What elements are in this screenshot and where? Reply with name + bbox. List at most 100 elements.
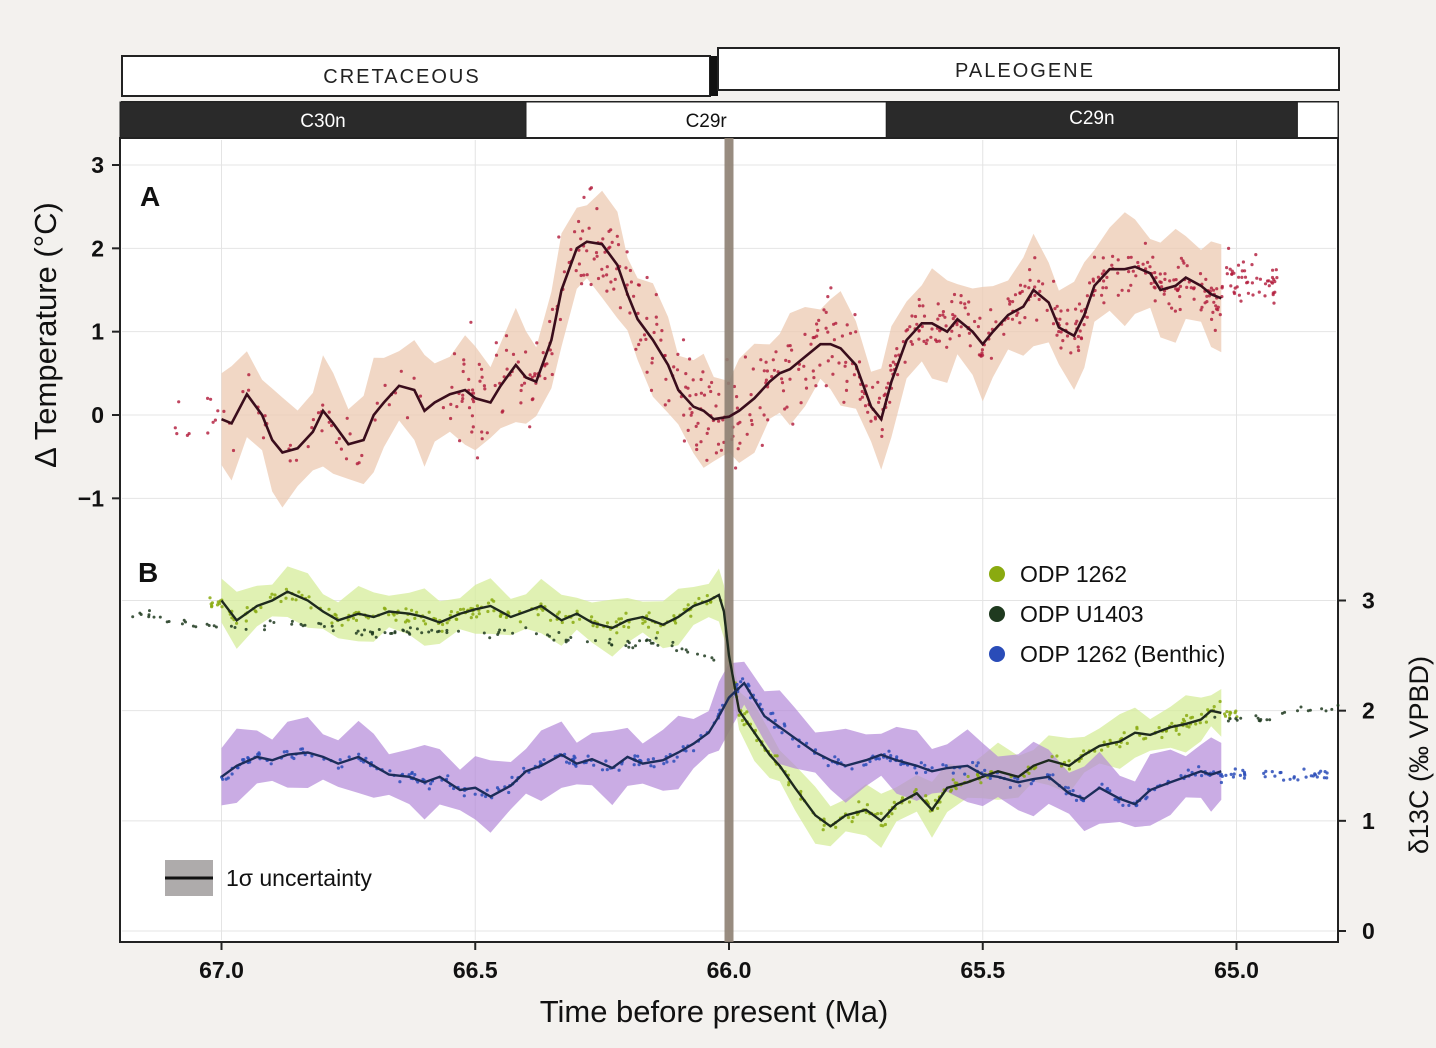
temperature-point [311,418,315,422]
benthic-point [1219,773,1223,778]
temperature-point [1134,274,1138,278]
legend-odp1262-label: ODP 1262 [1020,561,1127,587]
odp1262-point [834,825,838,830]
x-tick-label-1: 66.5 [453,957,498,983]
temperature-point [696,421,700,425]
temperature-point [1010,317,1015,321]
temperature-point [1008,302,1012,306]
temperature-point [688,357,692,361]
temperature-point [1215,287,1219,291]
temperature-point [717,392,721,396]
u1403-point [557,631,561,634]
temperature-point [910,342,915,346]
temperature-point [909,340,913,344]
temperature-point [1220,286,1224,290]
odp1262-point [924,794,928,798]
benthic-point [410,770,414,775]
temperature-point [811,369,815,373]
u1403-point [331,629,335,633]
u1403-point [389,632,393,635]
temperature-point [524,350,528,354]
temperature-point [682,413,686,417]
u1403-point [322,625,326,628]
benthic-point [340,765,344,769]
benthic-point [510,775,514,780]
temperature-point [1101,286,1105,290]
benthic-point [1317,771,1321,775]
odp1262-point [413,616,417,621]
temperature-point [1075,319,1079,323]
temperature-point [543,364,547,368]
u1403-point [1336,703,1340,707]
odp1262-point [244,619,248,623]
temperature-point [1146,260,1150,264]
odp1262-point [245,606,249,610]
temperature-point [1041,282,1045,286]
temperature-point [582,273,586,277]
u1403-point [552,638,556,642]
temperature-point [858,397,862,401]
temperature-point [837,361,841,365]
benthic-point [1264,769,1268,774]
temperature-point [815,322,819,326]
odp1262-point [220,605,224,609]
temperature-point [587,226,591,230]
temperature-point [929,335,933,339]
temperature-point [860,389,864,394]
temperature-point [261,436,266,440]
temperature-point [1008,299,1012,303]
odp1262-point [475,604,479,608]
odp1262-point [448,613,452,617]
temperature-point [1209,286,1213,290]
temperature-point [1078,329,1082,333]
temperature-point [831,372,835,376]
benthic-point [429,782,433,786]
u1403-point [445,628,449,632]
benthic-point [1051,773,1055,777]
temperature-point [762,413,766,417]
temperature-point [814,384,818,388]
temperature-point [710,380,714,385]
u1403-point [212,624,216,628]
benthic-point [421,777,425,781]
odp1262-point [536,613,540,617]
odp1262-point [936,806,940,811]
temperature-point [1200,305,1204,309]
odp1262-point [1225,710,1229,714]
temperature-point [1178,284,1183,288]
u1403-point [263,628,266,632]
odp1262-point [822,823,826,827]
temperature-point [1270,281,1275,285]
panel-a-label: A [140,181,160,212]
u1403-point [205,622,209,626]
temperature-point [541,351,545,355]
temperature-point [306,445,310,449]
odp1262-point [449,610,453,614]
odp1262-point [890,812,894,816]
temperature-point [558,317,563,322]
temperature-point [738,441,742,445]
temperature-point [1273,290,1277,294]
benthic-point [868,759,872,764]
temperature-point [873,417,878,421]
temperature-point [639,338,643,342]
temperature-point [461,397,465,401]
benthic-point [636,754,640,758]
u1403-point [1268,718,1272,722]
temperature-point [953,314,957,318]
temperature-point [766,418,770,422]
temperature-point [1006,297,1010,301]
temperature-point [989,356,994,360]
temperature-point [471,425,475,429]
temperature-point [716,442,721,446]
odp1262-point [1199,712,1204,716]
temperature-mean-line [221,240,1222,454]
temperature-point [1131,269,1135,273]
u1403-point [415,627,419,631]
benthic-point [951,771,955,775]
u1403-point [649,641,653,645]
benthic-point [1029,782,1033,786]
temperature-point [609,228,613,232]
temperature-point [288,459,292,463]
odp1262-point [590,615,594,619]
